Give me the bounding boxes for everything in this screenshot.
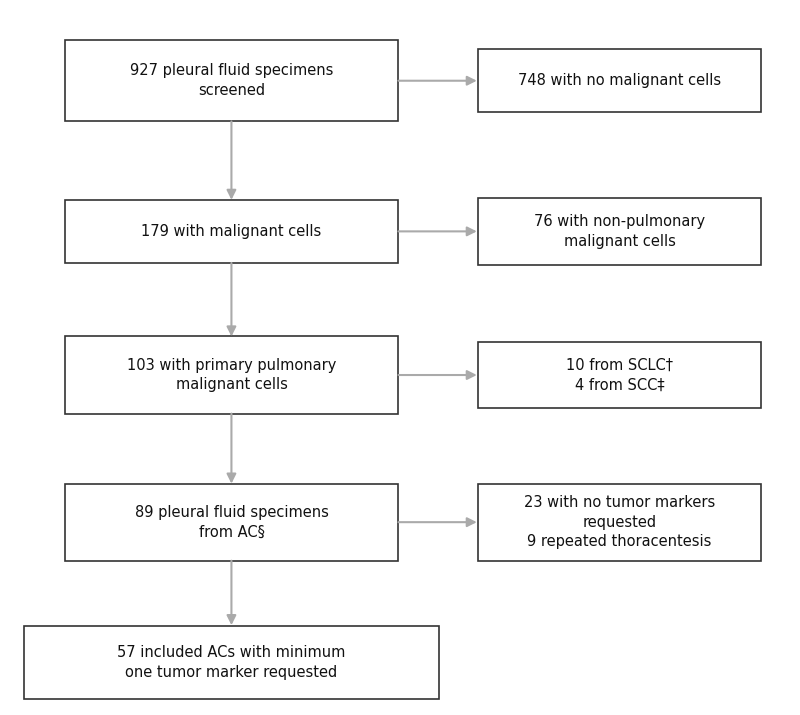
Text: 57 included ACs with minimum
one tumor marker requested: 57 included ACs with minimum one tumor m… (118, 645, 346, 680)
FancyBboxPatch shape (65, 337, 398, 413)
Text: 23 with no tumor markers
requested
9 repeated thoracentesis: 23 with no tumor markers requested 9 rep… (524, 495, 715, 549)
Text: 179 with malignant cells: 179 with malignant cells (142, 224, 322, 239)
FancyBboxPatch shape (478, 342, 761, 408)
FancyBboxPatch shape (478, 198, 761, 265)
FancyBboxPatch shape (478, 49, 761, 112)
Text: 89 pleural fluid specimens
from AC§: 89 pleural fluid specimens from AC§ (134, 505, 328, 540)
FancyBboxPatch shape (65, 41, 398, 121)
FancyBboxPatch shape (65, 199, 398, 263)
Text: 76 with non-pulmonary
malignant cells: 76 with non-pulmonary malignant cells (534, 214, 705, 249)
Text: 103 with primary pulmonary
malignant cells: 103 with primary pulmonary malignant cel… (126, 358, 336, 393)
FancyBboxPatch shape (478, 483, 761, 561)
Text: 748 with no malignant cells: 748 with no malignant cells (518, 73, 721, 88)
Text: 927 pleural fluid specimens
screened: 927 pleural fluid specimens screened (130, 64, 333, 98)
FancyBboxPatch shape (24, 626, 439, 699)
Text: 10 from SCLC†
4 from SCC‡: 10 from SCLC† 4 from SCC‡ (566, 358, 673, 393)
FancyBboxPatch shape (65, 483, 398, 561)
